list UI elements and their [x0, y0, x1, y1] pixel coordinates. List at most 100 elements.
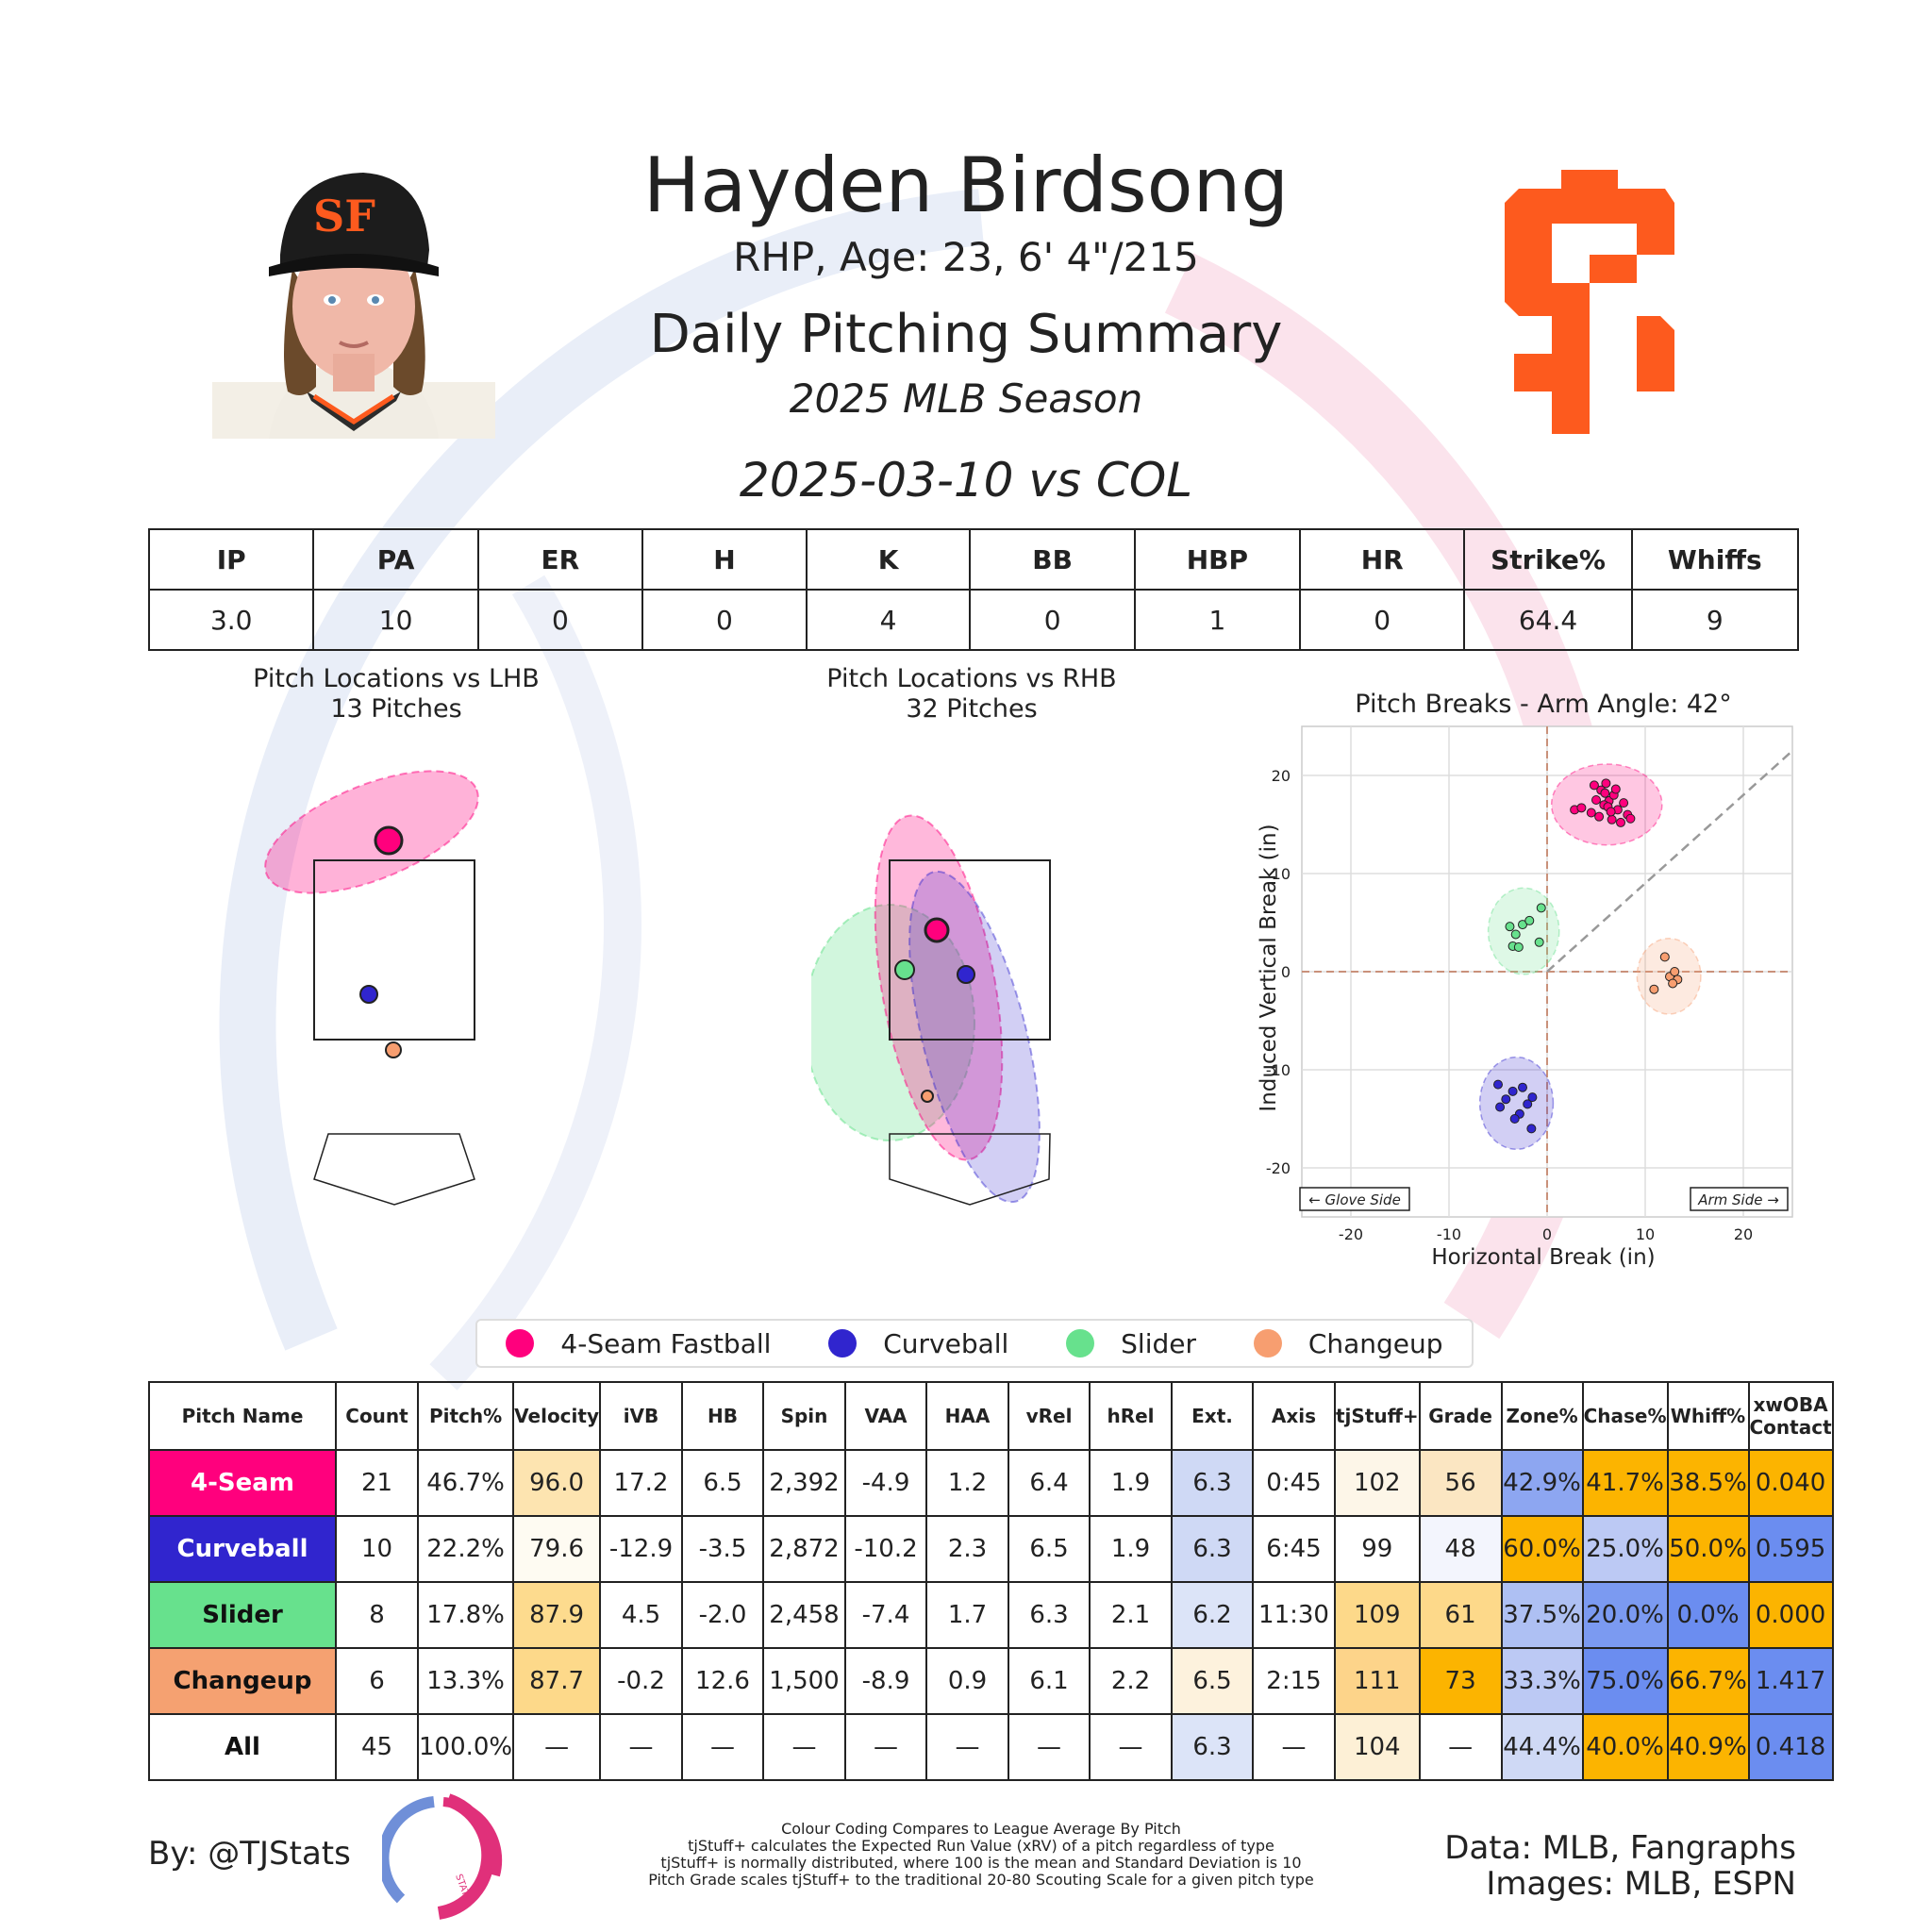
glove-side-box — [1299, 1187, 1410, 1211]
stat-value: 1 — [1133, 589, 1301, 651]
summary-title: Daily Pitching Summary — [649, 304, 1283, 365]
footer-note: tjStuff+ calculates the Expected Run Val… — [688, 1837, 1274, 1855]
stat-value: 0 — [1298, 589, 1466, 651]
data-point — [1523, 1099, 1533, 1109]
lhb-strike-zone — [313, 859, 475, 1041]
lhb-home-plate — [313, 1133, 475, 1206]
stat-header: ER — [476, 528, 644, 591]
table-cell: 46.7% — [416, 1449, 515, 1517]
footer-notes: Colour Coding Compares to League Average… — [528, 1821, 1434, 1889]
column-header: Zone% — [1500, 1381, 1584, 1451]
data-point — [1501, 1094, 1511, 1105]
data-point — [1495, 1102, 1506, 1112]
data-point — [1606, 807, 1616, 817]
legend-label: 4-Seam Fastball — [560, 1327, 772, 1359]
data-point — [1616, 817, 1625, 827]
table-cell: 6.4 — [1008, 1449, 1091, 1517]
stat-value: 64.4 — [1463, 589, 1633, 651]
stat-value: 0 — [969, 589, 1136, 651]
lhb-location-plot — [264, 770, 479, 1206]
table-cell: 21 — [335, 1449, 419, 1517]
legend-curveball-dot — [828, 1329, 858, 1357]
team-logo — [1495, 165, 1684, 434]
rhb-curveball-point — [957, 965, 975, 984]
table-cell: -3.5 — [681, 1515, 764, 1583]
x-axis-label: Horizontal Break (in) — [1431, 1245, 1655, 1270]
table-cell: 6:45 — [1252, 1515, 1336, 1583]
table-cell: 2.3 — [925, 1515, 1009, 1583]
chart-points — [1493, 778, 1683, 1134]
footer-note: Colour Coding Compares to League Average… — [781, 1820, 1181, 1838]
table-cell: -7.4 — [844, 1581, 927, 1649]
pitch-arsenal-table: Pitch Name Count Pitch% Velocity iVB HB Spin VA… — [148, 1381, 1834, 1781]
pitch-legend: 4-Seam Fastball Curveball Slider Changeu… — [475, 1319, 1474, 1368]
table-cell: 6.3 — [1171, 1449, 1254, 1517]
column-header: xwOBA Contact — [1747, 1381, 1834, 1451]
table-cell: 87.9 — [512, 1581, 601, 1649]
column-header: Pitch% — [416, 1381, 515, 1451]
table-cell: 2.2 — [1089, 1647, 1173, 1715]
table-cell: 104 — [1334, 1713, 1421, 1781]
table-cell: — — [512, 1713, 601, 1781]
data-point — [1507, 1086, 1518, 1096]
data-point — [1610, 784, 1621, 794]
data-point — [1586, 808, 1596, 818]
rhb-plot-title: Pitch Locations vs RHB 32 Pitches — [783, 664, 1160, 724]
data-point — [1524, 915, 1535, 925]
data-point — [1527, 1092, 1538, 1103]
series-ellipse — [1478, 1056, 1555, 1151]
column-header: VAA — [844, 1381, 927, 1451]
logo-text: STATS — [453, 1873, 473, 1903]
stat-line-table: IP PA ER H K BB HBP HR Strike% Whiffs 3.… — [147, 528, 1800, 651]
cap-logo: SF — [313, 191, 375, 242]
column-header: Spin — [762, 1381, 846, 1451]
column-header: Grade — [1418, 1381, 1503, 1451]
table-cell: -8.9 — [844, 1647, 927, 1715]
data-point — [1591, 795, 1601, 805]
column-header: Ext. — [1171, 1381, 1254, 1451]
table-cell: 6.2 — [1171, 1581, 1254, 1649]
table-cell: -12.9 — [599, 1515, 683, 1583]
pitch-name-cell: All — [148, 1713, 337, 1781]
y-tick-label: 0 — [1281, 963, 1291, 981]
table-cell: 87.7 — [512, 1647, 601, 1715]
stat-value: 4 — [805, 589, 972, 651]
column-header: Count — [335, 1381, 419, 1451]
table-cell: 0.595 — [1747, 1515, 1834, 1583]
data-point — [1526, 1124, 1537, 1134]
table-cell: 1.2 — [925, 1449, 1009, 1517]
table-cell: 40.9% — [1666, 1713, 1750, 1781]
data-point — [1607, 814, 1617, 824]
legend-slider-dot — [1066, 1329, 1095, 1357]
table-cell: 6.3 — [1008, 1581, 1091, 1649]
table-cell: 75.0% — [1581, 1647, 1669, 1715]
x-tick-label: 20 — [1734, 1225, 1753, 1243]
data-point — [1505, 922, 1515, 932]
table-cell: — — [1089, 1713, 1173, 1781]
table-cell: 6.5 — [681, 1449, 764, 1517]
legend-fastball-dot — [506, 1329, 535, 1357]
data-point — [1509, 1114, 1520, 1124]
legend-item-curveball: Curveball — [828, 1328, 1008, 1359]
table-cell: -10.2 — [844, 1515, 927, 1583]
player-info: RHP, Age: 23, 6' 4"/215 — [733, 234, 1199, 280]
column-header: HB — [681, 1381, 764, 1451]
table-cell: 10 — [335, 1515, 419, 1583]
table-cell: 6 — [335, 1647, 419, 1715]
legend-label: Curveball — [883, 1327, 1009, 1359]
table-cell: 6.5 — [1171, 1647, 1254, 1715]
rhb-location-plot — [811, 814, 1051, 1206]
y-tick-label: 10 — [1272, 865, 1291, 883]
stat-value: 0 — [476, 589, 644, 651]
data-point — [1589, 780, 1599, 791]
table-cell: 2.1 — [1089, 1581, 1173, 1649]
table-cell: — — [925, 1713, 1009, 1781]
arm-side-label: Arm Side → — [1697, 1191, 1779, 1208]
stat-value: 9 — [1630, 589, 1800, 651]
y-tick-label: -20 — [1266, 1159, 1291, 1177]
table-cell: — — [1252, 1713, 1336, 1781]
y-tick-label: -10 — [1266, 1061, 1291, 1079]
table-row: Changeup 6 13.3% 87.7 -0.2 12.6 1,500 -8.9 0.9 6.… — [148, 1647, 1834, 1715]
stat-value: 10 — [312, 589, 479, 651]
team-logo-image — [1505, 170, 1674, 434]
